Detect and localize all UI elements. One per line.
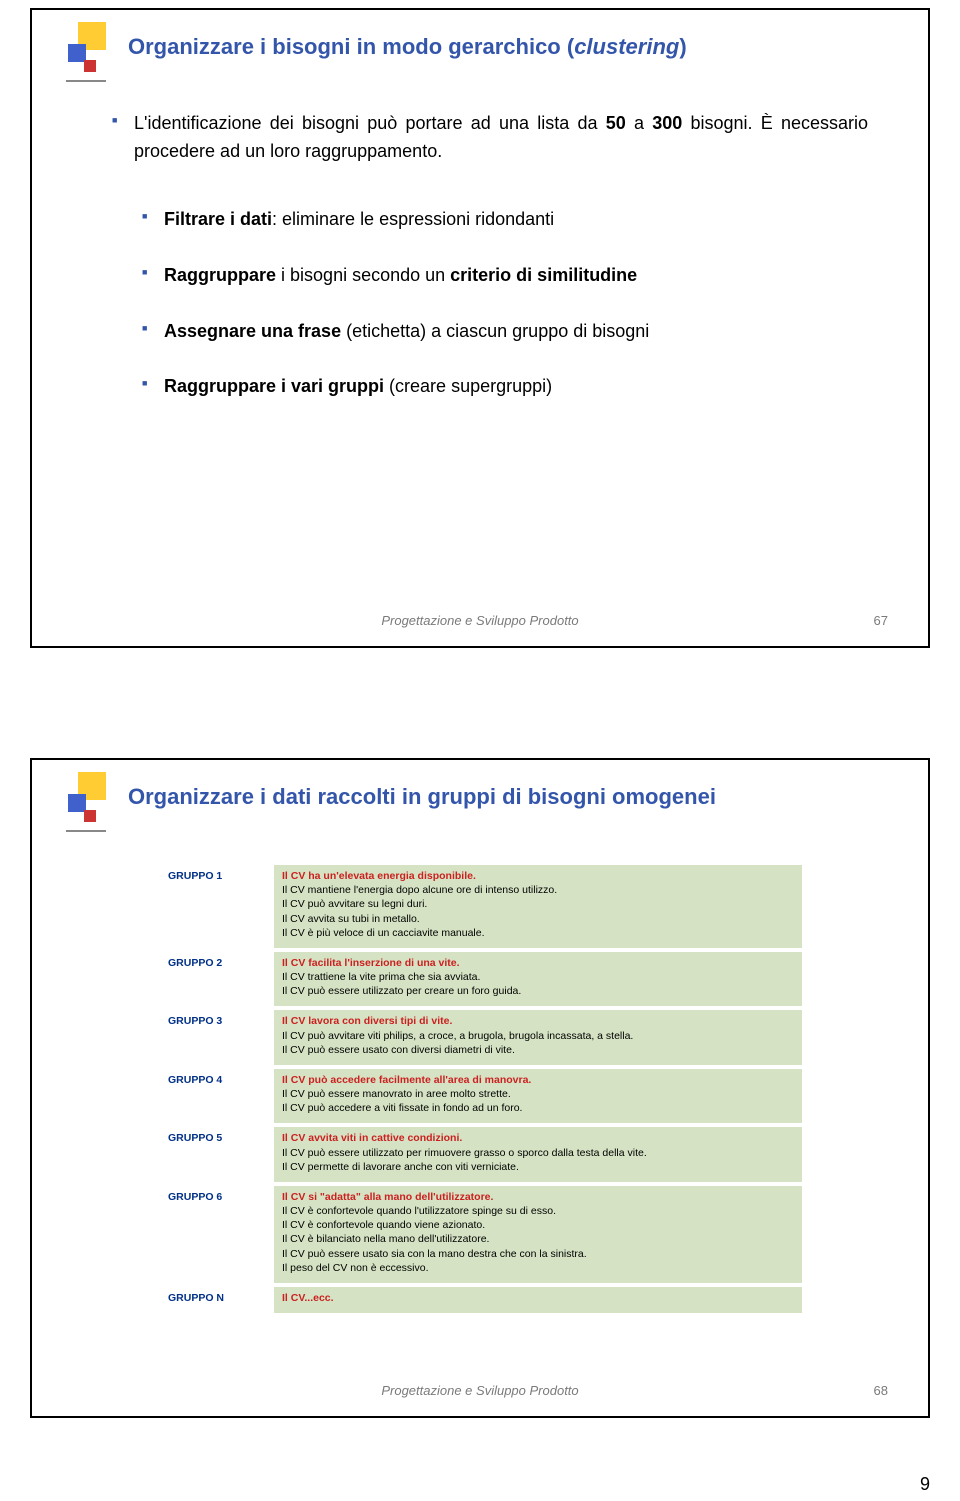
table-row: GRUPPO 4 Il CV può accedere facilmente a…	[162, 1069, 802, 1124]
group-line: Il peso del CV non è eccessivo.	[282, 1261, 794, 1275]
group-line: Il CV è più veloce di un cacciavite manu…	[282, 926, 794, 940]
group-items: Il CV facilita l'inserzione di una vite.…	[274, 952, 802, 1007]
slide-content: L'identificazione dei bisogni può portar…	[112, 110, 868, 429]
slide-page-number: 67	[874, 613, 888, 628]
group-line: Il CV può essere utilizzato per rimuover…	[282, 1146, 794, 1160]
group-items: Il CV si "adatta" alla mano dell'utilizz…	[274, 1186, 802, 1283]
group-label: GRUPPO N	[162, 1287, 274, 1313]
group-line: Il CV avvita su tubi in metallo.	[282, 912, 794, 926]
document-page-number: 9	[920, 1474, 930, 1495]
table-row: GRUPPO N Il CV...ecc.	[162, 1287, 802, 1313]
table-row: GRUPPO 3 Il CV lavora con diversi tipi d…	[162, 1010, 802, 1065]
bullet-filter: Filtrare i dati: eliminare le espression…	[142, 206, 868, 234]
group-head: Il CV...ecc.	[282, 1291, 794, 1305]
group-head: Il CV può accedere facilmente all'area d…	[282, 1073, 794, 1087]
slide-footer: Progettazione e Sviluppo Prodotto	[32, 613, 928, 628]
group-items: Il CV può accedere facilmente all'area d…	[274, 1069, 802, 1124]
group-line: Il CV può accedere a viti fissate in fon…	[282, 1101, 794, 1115]
table-row: GRUPPO 5 Il CV avvita viti in cattive co…	[162, 1127, 802, 1182]
slide-title: Organizzare i bisogni in modo gerarchico…	[128, 34, 687, 60]
bullet-intro: L'identificazione dei bisogni può portar…	[112, 110, 868, 166]
group-label: GRUPPO 6	[162, 1186, 274, 1283]
slide-page-number: 68	[874, 1383, 888, 1398]
group-line: Il CV può essere utilizzato per creare u…	[282, 984, 794, 998]
table-row: GRUPPO 1 Il CV ha un'elevata energia dis…	[162, 865, 802, 948]
group-head: Il CV ha un'elevata energia disponibile.	[282, 869, 794, 883]
group-items: Il CV avvita viti in cattive condizioni.…	[274, 1127, 802, 1182]
group-line: Il CV può avvitare su legni duri.	[282, 897, 794, 911]
group-line: Il CV è confortevole quando viene aziona…	[282, 1218, 794, 1232]
group-label: GRUPPO 4	[162, 1069, 274, 1124]
group-head: Il CV lavora con diversi tipi di vite.	[282, 1014, 794, 1028]
group-head: Il CV avvita viti in cattive condizioni.	[282, 1131, 794, 1145]
group-head: Il CV si "adatta" alla mano dell'utilizz…	[282, 1190, 794, 1204]
slide-1: Organizzare i bisogni in modo gerarchico…	[30, 8, 930, 648]
bullet-assign: Assegnare una frase (etichetta) a ciascu…	[142, 318, 868, 346]
slide-footer: Progettazione e Sviluppo Prodotto	[32, 1383, 928, 1398]
group-line: Il CV può essere usato con diversi diame…	[282, 1043, 794, 1057]
group-line: Il CV può essere manovrato in aree molto…	[282, 1087, 794, 1101]
slide-title: Organizzare i dati raccolti in gruppi di…	[128, 784, 716, 810]
group-line: Il CV può essere usato sia con la mano d…	[282, 1247, 794, 1261]
group-items: Il CV ha un'elevata energia disponibile.…	[274, 865, 802, 948]
slide-2: Organizzare i dati raccolti in gruppi di…	[30, 758, 930, 1418]
groups-table: GRUPPO 1 Il CV ha un'elevata energia dis…	[162, 865, 802, 1313]
group-line: Il CV trattiene la vite prima che sia av…	[282, 970, 794, 984]
group-line: Il CV è confortevole quando l'utilizzato…	[282, 1204, 794, 1218]
table-row: GRUPPO 6 Il CV si "adatta" alla mano del…	[162, 1186, 802, 1283]
group-line: Il CV può avvitare viti philips, a croce…	[282, 1029, 794, 1043]
group-items: Il CV lavora con diversi tipi di vite. I…	[274, 1010, 802, 1065]
group-head: Il CV facilita l'inserzione di una vite.	[282, 956, 794, 970]
group-line: Il CV permette di lavorare anche con vit…	[282, 1160, 794, 1174]
bullet-group: Raggruppare i bisogni secondo un criteri…	[142, 262, 868, 290]
group-label: GRUPPO 5	[162, 1127, 274, 1182]
group-line: Il CV mantiene l'energia dopo alcune ore…	[282, 883, 794, 897]
title-text-pre: Organizzare i bisogni in modo gerarchico…	[128, 34, 574, 59]
title-text-ital: clustering	[574, 34, 679, 59]
group-label: GRUPPO 2	[162, 952, 274, 1007]
group-label: GRUPPO 1	[162, 865, 274, 948]
logo-icon	[68, 22, 116, 82]
group-items: Il CV...ecc.	[274, 1287, 802, 1313]
title-text-post: )	[679, 34, 686, 59]
table-row: GRUPPO 2 Il CV facilita l'inserzione di …	[162, 952, 802, 1007]
logo-icon	[68, 772, 116, 832]
group-line: Il CV è bilanciato nella mano dell'utili…	[282, 1232, 794, 1246]
group-label: GRUPPO 3	[162, 1010, 274, 1065]
bullet-regroup: Raggruppare i vari gruppi (creare superg…	[142, 373, 868, 401]
